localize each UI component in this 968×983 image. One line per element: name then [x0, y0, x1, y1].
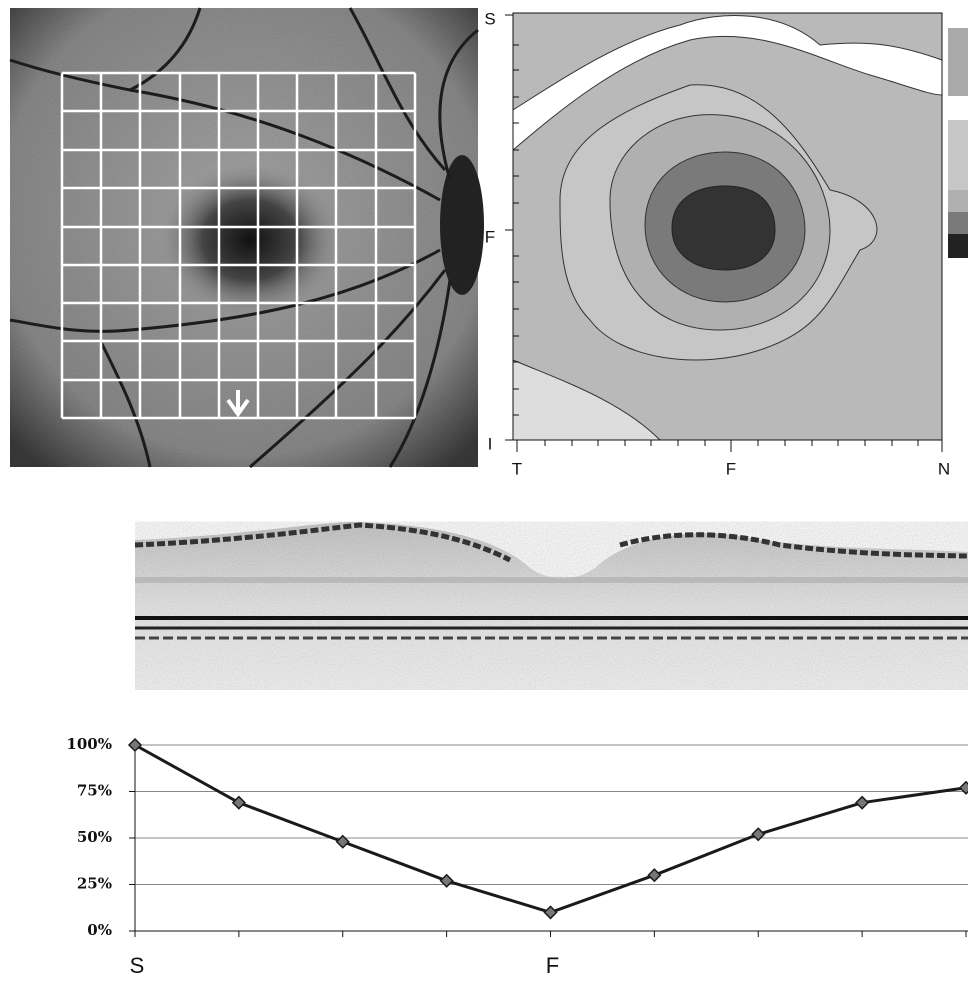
contour-x-label: T — [512, 459, 522, 478]
y-tick-label: 0% — [87, 921, 112, 939]
figure: S F I T F N 0% 25% 50% 75% 100% S F — [0, 0, 968, 983]
x-tick-label: S — [130, 953, 145, 978]
optic-disc — [440, 155, 484, 295]
x-tick-label: F — [546, 953, 559, 978]
contour-map: S F I T F N — [484, 9, 968, 478]
data-point — [545, 906, 557, 918]
contour-y-label: F — [485, 227, 495, 246]
contour-x-label: N — [938, 459, 950, 478]
macula — [155, 160, 345, 320]
contour-y-label: S — [484, 9, 495, 28]
data-point — [648, 869, 660, 881]
y-tick-label: 50% — [77, 828, 112, 846]
data-point — [856, 797, 868, 809]
y-tick-label: 100% — [66, 735, 112, 753]
y-tick-label: 75% — [77, 782, 112, 800]
series-line — [135, 745, 966, 912]
contour-legend — [948, 28, 968, 258]
oct-scan — [135, 522, 968, 690]
y-tick-label: 25% — [77, 875, 112, 893]
data-point — [129, 739, 141, 751]
data-point — [233, 797, 245, 809]
contour-x-label: F — [726, 459, 736, 478]
fundus-image — [10, 8, 484, 467]
contour-y-label: I — [488, 434, 493, 453]
contour-level — [672, 186, 775, 270]
line-chart: 0% 25% 50% 75% 100% S F — [66, 735, 968, 978]
